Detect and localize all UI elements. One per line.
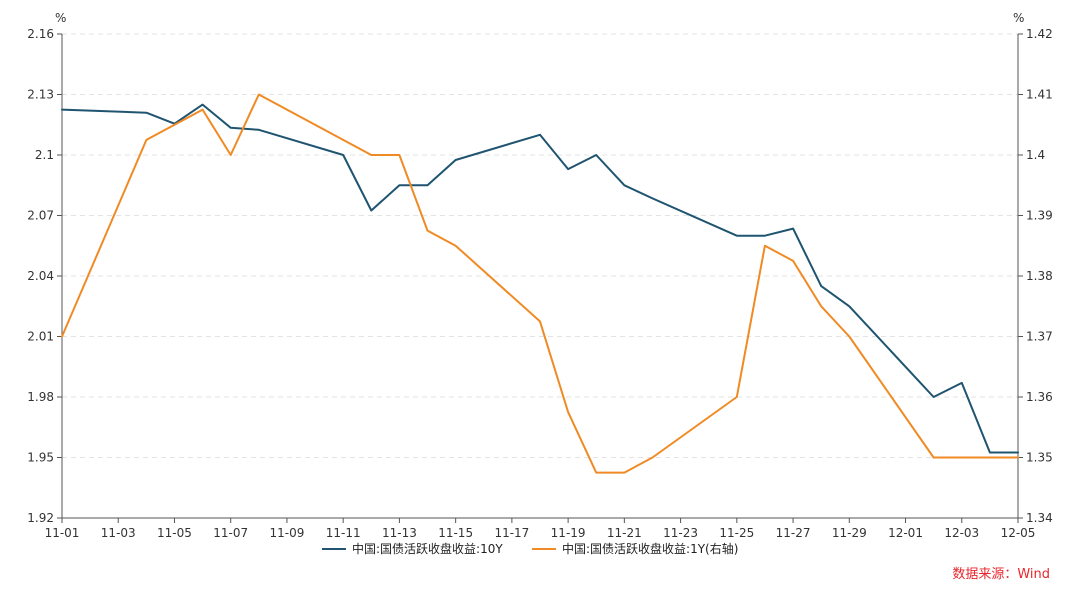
x-tick-label: 12-03 [944,526,979,540]
left-tick-label: 2.01 [27,330,54,344]
right-tick-label: 1.39 [1026,209,1053,223]
x-tick-label: 12-01 [888,526,923,540]
series-line-1 [61,103,1019,454]
series-lines [61,93,1019,474]
x-tick-label: 11-21 [607,526,642,540]
legend-label-2: 中国:国债活跃收盘收益:1Y(右轴) [562,541,738,556]
gridlines [62,33,1018,458]
source-note: 数据来源：Wind [952,567,1050,582]
x-tick-label: 11-11 [326,526,361,540]
x-tick-label: 11-05 [157,526,192,540]
right-axis-unit: % [1013,11,1024,25]
right-tick-label: 1.41 [1026,88,1053,102]
axes: 2.16 2.13 2.1 2.07 2.04 2.01 1.98 1.95 1.92 1.42 1… [27,27,1052,540]
left-tick-label: 2.1 [35,148,54,162]
legend-label-1: 中国:国债活跃收盘收益:10Y [352,541,503,556]
right-tick-label: 1.36 [1026,390,1053,404]
left-tick-label: 1.95 [27,451,54,465]
x-tick-label: 11-03 [101,526,136,540]
right-tick-label: 1.38 [1026,269,1053,283]
left-tick-label: 2.16 [27,27,54,41]
x-tick-label: 11-01 [45,526,80,540]
x-tick-label: 11-19 [551,526,586,540]
x-tick-label: 11-15 [438,526,473,540]
left-tick-label: 2.07 [27,209,54,223]
right-tick-label: 1.35 [1026,451,1053,465]
left-axis-unit: % [55,11,66,25]
right-tick-label: 1.34 [1026,511,1053,525]
series-line-2 [61,93,1019,474]
legend: 中国:国债活跃收盘收益:10Y 中国:国债活跃收盘收益:1Y(右轴) [322,541,738,556]
x-tick-label: 11-23 [663,526,698,540]
x-tick-label: 11-25 [719,526,754,540]
right-tick-label: 1.42 [1026,27,1053,41]
left-tick-label: 1.98 [27,390,54,404]
x-tick-label: 11-07 [213,526,248,540]
left-tick-label: 2.04 [27,269,54,283]
left-tick-label: 1.92 [27,511,54,525]
x-tick-label: 11-27 [776,526,811,540]
x-tick-label: 11-29 [832,526,867,540]
x-tick-label: 11-17 [494,526,529,540]
right-tick-label: 1.4 [1026,148,1045,162]
left-tick-label: 2.13 [27,88,54,102]
x-tick-label: 11-13 [382,526,417,540]
x-tick-label: 12-05 [1001,526,1036,540]
right-tick-label: 1.37 [1026,330,1053,344]
x-tick-label: 11-09 [270,526,305,540]
